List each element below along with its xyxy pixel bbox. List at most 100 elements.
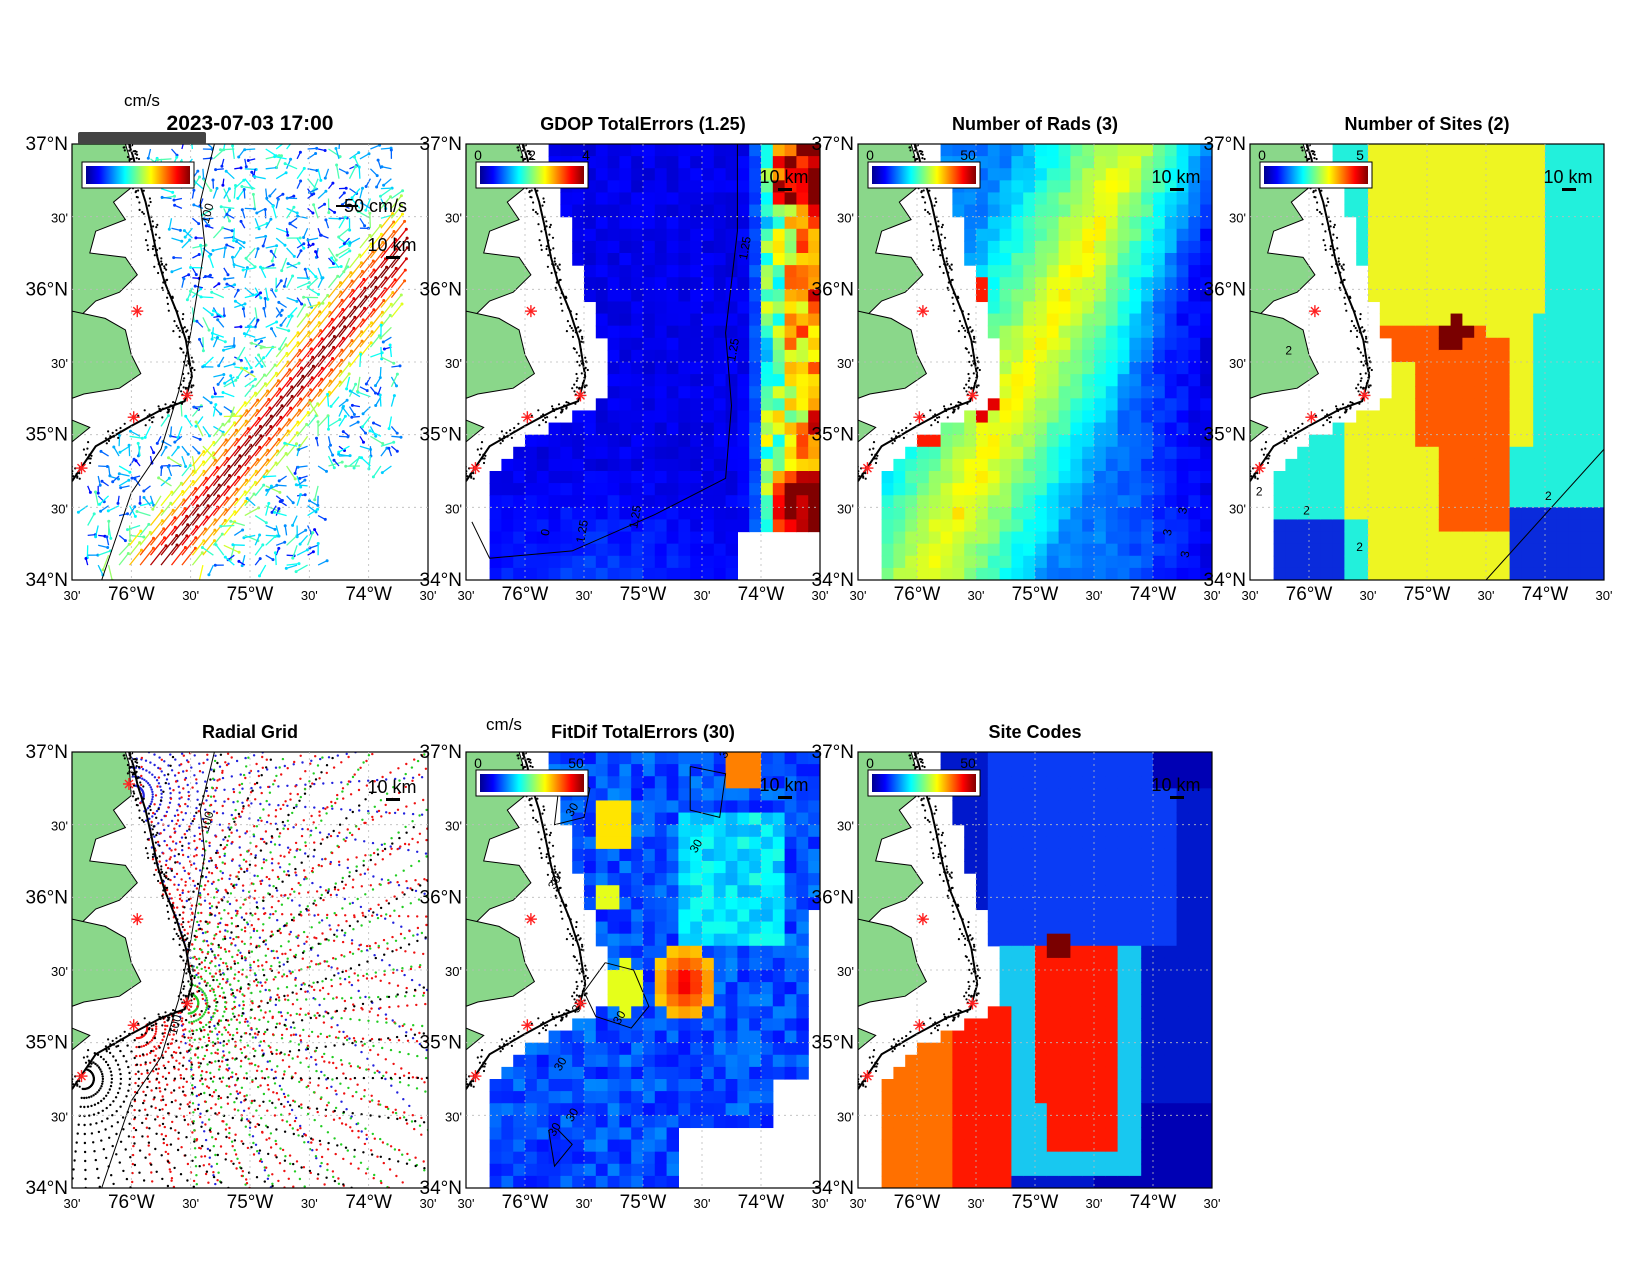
- coast-speckle: [962, 934, 965, 938]
- coast-speckle: [506, 435, 509, 438]
- coast-speckle: [861, 472, 864, 476]
- coast-speckle: [952, 900, 955, 903]
- coast-speckle: [583, 386, 586, 389]
- coast-speckle: [141, 819, 144, 822]
- coast-speckle: [929, 409, 932, 412]
- y-tick-label: 34°N: [812, 1178, 854, 1199]
- coast-speckle: [134, 191, 137, 194]
- coast-speckle: [912, 155, 915, 159]
- coast-speckle: [569, 310, 572, 313]
- coast-speckle: [546, 1024, 549, 1027]
- coast-speckle: [970, 995, 973, 998]
- coast-speckle: [1312, 191, 1315, 194]
- coast-speckle: [1338, 416, 1341, 419]
- coast-speckle: [905, 1038, 908, 1041]
- coast-speckle: [580, 335, 584, 338]
- coast-speckle: [1262, 453, 1265, 456]
- coast-speckle: [183, 326, 186, 329]
- x-tick-label: 74°W: [1130, 1192, 1177, 1213]
- coast-speckle: [142, 820, 145, 823]
- coast-speckle: [175, 324, 178, 327]
- coast-speckle: [549, 254, 552, 257]
- coast-speckle: [972, 335, 976, 338]
- x-tick-label: 76°W: [894, 584, 941, 605]
- x-tick-label: 74°W: [1130, 584, 1177, 605]
- coast-speckle: [950, 263, 953, 266]
- coast-speckle: [183, 377, 186, 380]
- coast-speckle: [187, 372, 190, 375]
- x-tick-label: 30': [458, 588, 475, 603]
- coast-speckle: [970, 962, 973, 965]
- coast-speckle: [530, 1022, 533, 1025]
- coast-speckle: [481, 1065, 484, 1068]
- coast-speckle: [873, 457, 876, 460]
- colorbar-tick-label: 5: [1356, 147, 1364, 163]
- coast-speckle: [965, 998, 968, 1001]
- coast-speckle: [922, 189, 925, 192]
- coast-speckle: [1315, 157, 1318, 161]
- coast-speckle: [964, 955, 967, 958]
- coast-speckle: [571, 943, 575, 947]
- coast-speckle: [934, 1021, 937, 1024]
- isobath-contour: [101, 144, 215, 580]
- contour-label: 30: [716, 742, 735, 761]
- coast-speckle: [953, 309, 956, 312]
- coast-speckle: [938, 265, 942, 268]
- site-marker: [574, 389, 587, 402]
- coast-speckle: [1349, 296, 1352, 299]
- coast-speckle: [161, 271, 164, 274]
- coast-speckle: [78, 1085, 81, 1088]
- site-marker: [966, 389, 979, 402]
- coast-speckle: [555, 407, 558, 410]
- contour-label: 30: [563, 800, 582, 819]
- coast-speckle: [135, 770, 138, 774]
- coast-speckle: [876, 1062, 879, 1065]
- coast-speckle: [148, 197, 151, 200]
- coast-speckle: [559, 296, 562, 299]
- coast-speckle: [544, 416, 547, 419]
- coast-speckle: [142, 797, 145, 800]
- colorbar: [86, 166, 190, 184]
- coast-speckle: [901, 1037, 904, 1040]
- coast-speckle: [968, 985, 971, 988]
- coast-speckle: [1349, 330, 1352, 333]
- coast-speckle: [541, 825, 545, 829]
- coast-speckle: [944, 247, 947, 250]
- coast-speckle: [578, 364, 581, 367]
- coast-speckle: [1256, 472, 1259, 475]
- coast-speckle: [526, 758, 529, 761]
- coast-speckle: [530, 414, 533, 417]
- coast-speckle: [155, 834, 158, 837]
- coast-speckle: [165, 871, 168, 874]
- coast-speckle: [470, 1083, 473, 1086]
- coast-speckle: [575, 935, 578, 938]
- coast-speckle: [1324, 230, 1327, 233]
- coast-speckle: [1355, 387, 1358, 390]
- reference-vector-label: 50 cm/s: [344, 196, 407, 216]
- coast-speckle: [943, 236, 947, 239]
- coast-speckle: [547, 847, 550, 850]
- contour-label: 1.25: [736, 235, 754, 261]
- coast-speckle: [503, 1043, 506, 1046]
- coast-speckle: [1300, 146, 1303, 149]
- coast-speckle: [499, 442, 502, 445]
- y-tick-label: 37°N: [26, 134, 68, 155]
- coast-speckle: [933, 825, 937, 829]
- coast-speckle: [537, 1017, 540, 1020]
- coast-speckle: [1362, 387, 1365, 390]
- x-tick-label: 76°W: [502, 1192, 549, 1213]
- coast-speckle: [953, 917, 956, 920]
- x-tick-label: 30': [458, 1196, 475, 1211]
- coast-speckle: [188, 362, 191, 365]
- coast-speckle: [1358, 331, 1361, 334]
- coast-speckle: [544, 421, 548, 424]
- x-tick-label: 75°W: [227, 584, 274, 605]
- unit-label: cm/s: [486, 715, 522, 734]
- coast-speckle: [933, 217, 937, 220]
- coast-speckle: [526, 150, 529, 153]
- coast-speckle: [581, 337, 584, 340]
- coast-speckle: [960, 402, 963, 405]
- coast-speckle: [1338, 286, 1341, 289]
- coast-speckle: [158, 236, 161, 239]
- coast-speckle: [90, 454, 93, 457]
